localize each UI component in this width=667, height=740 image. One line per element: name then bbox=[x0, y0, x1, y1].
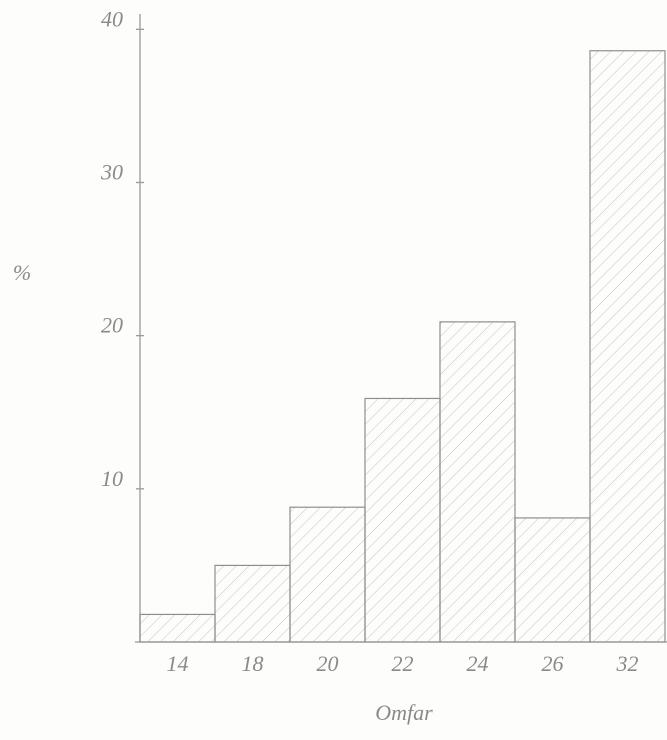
bar bbox=[215, 565, 290, 642]
x-axis-label: Omfar bbox=[375, 700, 433, 725]
bar bbox=[365, 398, 440, 642]
x-tick-label: 26 bbox=[542, 651, 564, 676]
y-tick-label: 10 bbox=[101, 466, 123, 491]
bar bbox=[590, 51, 665, 642]
x-tick-label: 32 bbox=[616, 651, 639, 676]
y-tick-label: 20 bbox=[101, 313, 123, 338]
x-tick-label: 20 bbox=[317, 651, 339, 676]
bar bbox=[440, 322, 515, 642]
x-tick-label: 24 bbox=[467, 651, 489, 676]
x-tick-label: 18 bbox=[242, 651, 264, 676]
x-tick-label: 14 bbox=[167, 651, 189, 676]
bar bbox=[290, 507, 365, 642]
chart: % Omfar 10 20 30 40 14 18 20 22 24 26 32 bbox=[0, 0, 667, 740]
x-tick-label: 22 bbox=[392, 651, 414, 676]
y-tick-label: 40 bbox=[101, 6, 123, 31]
y-tick-label: 30 bbox=[100, 160, 123, 185]
bar bbox=[515, 518, 590, 642]
y-axis-label: % bbox=[13, 260, 31, 285]
bar bbox=[140, 614, 215, 642]
